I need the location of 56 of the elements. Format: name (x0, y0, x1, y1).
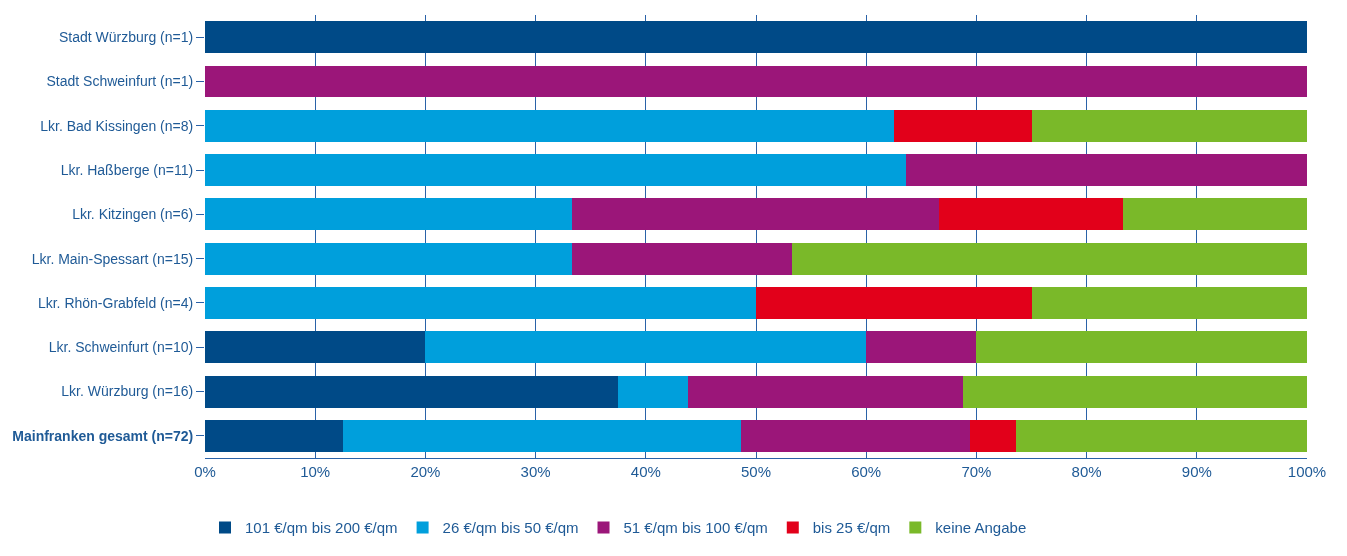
bar (866, 331, 977, 364)
bar (342, 419, 741, 452)
y-tick-label: Mainfranken gesamt (n=72) (12, 427, 194, 444)
bar (756, 287, 1032, 319)
bar (687, 375, 964, 408)
x-tick-label: 90% (1181, 463, 1212, 480)
bar (1016, 419, 1307, 452)
legend-label: bis 25 €/qm (812, 519, 891, 537)
bar (893, 109, 1032, 142)
bar (205, 375, 619, 408)
y-tick-label: Lkr. Haßberge (n=11) (60, 161, 194, 178)
bar (205, 198, 572, 231)
bar (905, 154, 1307, 186)
bar (205, 109, 894, 142)
y-tick-label: Lkr. Bad Kissingen (n=8) (40, 117, 194, 134)
x-tick-label: 50% (740, 463, 772, 480)
bar (1031, 287, 1307, 319)
y-tick-label: Lkr. Main-Spessart (n=15) (31, 250, 194, 267)
bar (205, 331, 426, 364)
bar (938, 198, 1123, 231)
bar (205, 154, 906, 186)
y-tick-label: Lkr. Kitzingen (n=6) (72, 206, 194, 223)
y-tick-label: Lkr. Würzburg (n=16) (61, 383, 194, 400)
legend-label: 51 €/qm bis 100 €/qm (623, 519, 768, 537)
bar (205, 419, 343, 452)
y-tick-label: Stadt Würzburg (n=1) (58, 29, 194, 46)
y-tick-label: Stadt Schweinfurt (n=1) (46, 73, 194, 90)
x-tick-label: 0% (194, 463, 216, 480)
y-tick-label: Lkr. Schweinfurt (n=10) (48, 339, 194, 356)
bar (1122, 198, 1307, 231)
x-tick-label: 60% (851, 463, 882, 480)
bar (205, 242, 572, 275)
bar (963, 375, 1307, 408)
bar (205, 287, 756, 319)
legend-label: keine Angabe (935, 519, 1027, 537)
y-tick-label: Lkr. Rhön-Grabfeld (n=4) (37, 294, 194, 311)
x-tick-label: 10% (300, 463, 331, 480)
bar (969, 419, 1017, 452)
bar (571, 242, 793, 275)
bar (425, 331, 867, 364)
bar (618, 375, 688, 408)
x-tick-label: 100% (1287, 463, 1327, 480)
bar (205, 21, 1307, 54)
bar (1031, 109, 1307, 142)
x-tick-label: 20% (410, 463, 441, 480)
bar (792, 242, 1307, 275)
x-tick-label: 70% (961, 463, 992, 480)
bar (976, 331, 1307, 364)
bar (740, 419, 970, 452)
bar (571, 198, 939, 231)
x-tick-label: 40% (630, 463, 661, 480)
bar (205, 65, 1307, 98)
legend-label: 101 €/qm bis 200 €/qm (245, 519, 398, 537)
x-tick-label: 30% (520, 463, 551, 480)
legend-label: 26 €/qm bis 50 €/qm (442, 519, 579, 537)
x-tick-label: 80% (1071, 463, 1102, 480)
